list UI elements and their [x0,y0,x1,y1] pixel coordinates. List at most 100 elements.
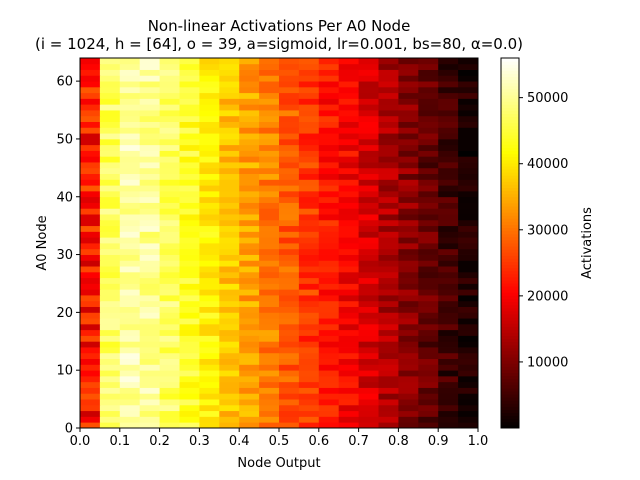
heatmap-cell [199,312,220,319]
heatmap-cell [398,150,419,157]
colorbar-segment [501,276,519,281]
heatmap-cell [139,121,160,128]
heatmap-cell [298,196,320,203]
heatmap-cell [438,225,459,232]
heatmap-cell [219,225,240,232]
heatmap-cell [279,185,300,192]
heatmap-cell [239,300,260,307]
heatmap-cell [179,243,200,250]
heatmap-cell [298,225,320,232]
heatmap-cell [458,225,479,232]
heatmap-cell [438,295,459,302]
heatmap-cell [259,63,280,70]
heatmap-cell [279,237,300,244]
heatmap-cell [239,92,260,99]
heatmap-cell [279,375,300,383]
heatmap-cell [80,312,101,319]
heatmap-cell [318,375,340,383]
heatmap-cell [338,190,359,198]
heatmap-cell [80,69,101,76]
heatmap-cell [199,387,220,394]
heatmap-cell [398,156,419,163]
heatmap-cell [398,162,419,169]
heatmap-cell [259,179,280,186]
colorbar-segment [501,67,519,71]
heatmap-cell [219,393,240,400]
x-tick-label: 0.8 [388,434,409,449]
heatmap-cell [239,312,260,319]
heatmap-cell [378,104,399,111]
heatmap-cell [358,75,379,82]
heatmap-cell [358,404,379,412]
heatmap-cell [119,63,141,70]
heatmap-cell [199,370,220,377]
heatmap-cell [80,410,101,417]
heatmap-cell [199,92,220,99]
heatmap-cell [159,323,180,331]
heatmap-cell [199,399,220,406]
colorbar-segment [501,243,519,247]
heatmap-cell [199,185,220,192]
heatmap-cell [199,422,220,429]
heatmap-cell [139,86,160,94]
heatmap-cell [159,335,180,342]
heatmap-cell [318,329,340,336]
heatmap-cell [259,196,280,203]
heatmap-cell [318,266,340,273]
y-tick-label: 50 [56,132,73,147]
heatmap-cell [398,347,419,354]
heatmap-cell [458,202,479,209]
heatmap-cell [398,318,419,325]
heatmap-cell [358,202,379,209]
heatmap-cell [179,162,200,169]
heatmap-cell [298,399,320,406]
heatmap-cell [398,127,419,134]
colorbar-segment [501,255,519,259]
heatmap-cell [378,162,399,169]
heatmap-cell [318,231,340,238]
heatmap-cell [159,69,180,76]
heatmap-cell [398,167,419,175]
heatmap-cell [80,167,101,175]
heatmap-cell [199,104,220,111]
heatmap-cell [298,329,320,336]
heatmap-cell [398,335,419,342]
colorbar-segment [501,73,519,77]
heatmap-cell [298,358,320,365]
heatmap-cell [418,237,439,244]
heatmap-cell [179,300,200,307]
heatmap-cell [458,150,479,157]
heatmap-cell [139,92,160,99]
heatmap-cell [199,150,220,157]
heatmap-cell [398,237,419,244]
heatmap-cell [358,283,379,290]
heatmap-cell [159,399,180,406]
heatmap-cell [179,375,200,383]
heatmap-cell [458,277,479,284]
heatmap-cell [418,225,439,232]
heatmap-cell [338,133,359,140]
heatmap-cell [199,138,220,146]
heatmap-cell [438,63,459,70]
heatmap-cell [358,312,379,319]
heatmap-cell [159,196,180,203]
heatmap-cell [378,358,399,365]
heatmap-cell [438,104,459,111]
heatmap-cell [338,104,359,111]
heatmap-cell [298,104,320,111]
heatmap-cell [378,381,399,388]
heatmap-cell [398,323,419,331]
heatmap-cell [279,243,300,250]
heatmap-cell [358,81,379,88]
heatmap-cell [80,196,101,203]
heatmap-cell [298,115,320,122]
heatmap-cell [358,86,379,94]
colorbar-segment [501,307,519,312]
heatmap-cell [259,266,280,273]
heatmap-cell [279,364,300,371]
heatmap-cell [119,196,141,203]
heatmap-cell [418,98,439,105]
colorbar-segment [501,366,519,370]
heatmap-cell [159,121,180,128]
heatmap-cell [358,144,379,151]
